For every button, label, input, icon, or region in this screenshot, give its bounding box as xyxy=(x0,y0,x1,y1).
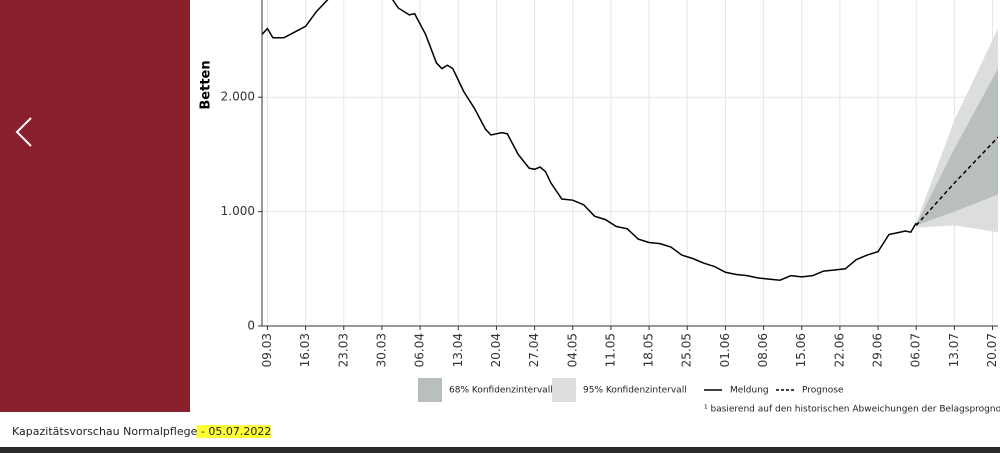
caption-date: - 05.07.2022 xyxy=(197,425,272,438)
confidence-band xyxy=(916,68,998,226)
x-tick-label: 20.07 xyxy=(985,333,999,367)
bottom-bar xyxy=(0,447,1000,453)
y-tick-label: 2.000 xyxy=(221,90,255,104)
y-axis-label: Betten xyxy=(199,60,214,109)
series-line xyxy=(915,136,998,226)
x-tick-label: 23.03 xyxy=(336,333,350,367)
x-tick-label: 15.06 xyxy=(794,333,808,367)
x-tick-label: 22.06 xyxy=(832,333,846,367)
x-tick-label: 13.04 xyxy=(451,333,465,367)
y-tick-label: 1.000 xyxy=(221,204,255,218)
x-tick-label: 25.05 xyxy=(680,333,694,367)
x-tick-label: 16.03 xyxy=(298,333,312,367)
x-tick-label: 30.03 xyxy=(374,333,388,367)
x-tick-label: 04.05 xyxy=(565,333,579,367)
legend-label: 68% Konfidenzintervall xyxy=(449,386,553,396)
x-tick-label: 06.04 xyxy=(413,333,427,367)
legend-label: Meldung xyxy=(730,386,769,396)
side-panel xyxy=(0,0,190,412)
series-line xyxy=(262,0,917,282)
x-tick-label: 20.04 xyxy=(489,333,503,367)
caption-text: Kapazitätsvorschau Normalpflege xyxy=(12,425,198,438)
legend-swatch xyxy=(418,378,442,402)
x-tick-label: 06.07 xyxy=(909,333,923,367)
footnote: ¹ basierend auf den historischen Abweich… xyxy=(704,405,1000,415)
legend-label: 95% Konfidenzintervall xyxy=(583,386,687,396)
x-tick-label: 09.03 xyxy=(260,333,274,367)
legend-label: Prognose xyxy=(802,386,844,396)
x-tick-label: 29.06 xyxy=(871,333,885,367)
x-tick-label: 01.06 xyxy=(718,333,732,367)
caption: Kapazitätsvorschau Normalpflege - 05.07.… xyxy=(12,425,272,438)
x-tick-label: 08.06 xyxy=(756,333,770,367)
legend-swatch xyxy=(552,378,576,402)
x-tick-label: 11.05 xyxy=(603,333,617,367)
x-tick-label: 13.07 xyxy=(947,333,961,367)
y-tick-label: 0 xyxy=(247,319,255,333)
x-tick-label: 27.04 xyxy=(527,333,541,367)
x-tick-label: 18.05 xyxy=(642,333,656,367)
prev-arrow[interactable] xyxy=(15,117,32,147)
